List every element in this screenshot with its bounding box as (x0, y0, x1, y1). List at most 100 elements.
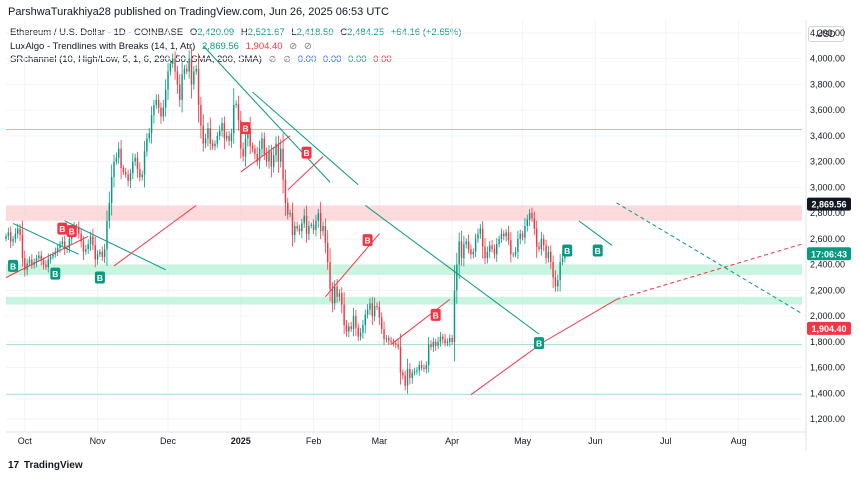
candle-body (242, 148, 244, 157)
candle-body (364, 314, 366, 326)
candle-body (559, 262, 561, 281)
candle-body (284, 179, 287, 203)
candle-body (47, 259, 49, 268)
break-label-text: B (303, 148, 309, 158)
trendline-up-projection (543, 298, 617, 343)
y-tick-label: 3,200.00 (810, 157, 845, 167)
trendline-up (470, 341, 545, 396)
x-tick-label: Mar (372, 436, 388, 446)
break-label-text: B (595, 246, 601, 256)
y-tick-label: 3,000.00 (810, 182, 845, 192)
candle-body (481, 228, 484, 247)
y-tick-label: 2,800.00 (810, 208, 845, 218)
candle-body (545, 245, 547, 259)
candle-body (153, 104, 155, 116)
candle-body (540, 238, 543, 250)
candle-body (348, 326, 350, 332)
break-label-text: B (365, 236, 371, 246)
candle-body (190, 58, 193, 85)
x-tick-label: Apr (445, 436, 459, 446)
candle-body (397, 344, 399, 348)
candle-body (312, 224, 315, 230)
currency-selector[interactable]: USD (808, 26, 844, 42)
candle-body (225, 135, 228, 139)
candle-body (317, 213, 320, 221)
trendline-up (5, 235, 89, 278)
candle-body (125, 171, 127, 175)
candle-body (477, 233, 479, 239)
candle-body (324, 226, 327, 243)
indicator-name-srchannel[interactable]: SRchannel (10, High/Low, 5, 1, 6, 290, 5… (10, 54, 262, 65)
candle-body (96, 254, 99, 260)
candle-body (496, 244, 498, 255)
y-tick-label: 3,400.00 (810, 131, 845, 141)
candle-body (345, 325, 348, 332)
candle-body (209, 128, 212, 144)
visibility-icon[interactable]: ⊘ (268, 54, 277, 65)
candle-body (343, 304, 345, 326)
price-label-text: 1,904.40 (811, 324, 846, 334)
candle-body (117, 148, 120, 158)
candle-body (491, 245, 493, 250)
candle-body (202, 125, 204, 144)
candle-body (160, 107, 162, 117)
candle-body (211, 143, 214, 147)
trendline-down (12, 222, 80, 255)
candle-body (132, 161, 134, 174)
candle-body (218, 130, 221, 136)
break-label-box (562, 244, 573, 257)
candle-body (89, 236, 92, 245)
candle-body (99, 251, 101, 255)
break-label-text: B (242, 124, 248, 134)
axis-layer: 1,200.00 1,400.00 1,600.00 1,800.00 2,000.00… (6, 20, 845, 450)
candle-body (61, 241, 64, 245)
candle-body (296, 226, 298, 229)
price-label-box (807, 247, 851, 261)
candle-body (305, 215, 308, 234)
candle-body (484, 246, 486, 259)
candle-body (171, 58, 174, 64)
tradingview-footer[interactable]: 17 TradingView (8, 460, 83, 471)
candle-body (279, 148, 282, 162)
candle-body (373, 305, 376, 317)
settings-icon[interactable]: ⊘ (283, 54, 292, 65)
candle-body (230, 133, 233, 142)
candle-body (17, 228, 19, 234)
levels-layer (6, 128, 802, 396)
candle-body (557, 280, 559, 287)
candle-body (561, 258, 564, 263)
trendlines-layer (5, 45, 803, 396)
break-label-box (430, 308, 441, 321)
candle-body (49, 256, 52, 260)
y-tick-label: 4,200.00 (810, 28, 845, 38)
candle-body (315, 220, 317, 230)
candle-body (488, 245, 491, 252)
break-label-box (50, 267, 61, 280)
candle-body (268, 151, 270, 162)
candle-body (155, 99, 158, 105)
candle-body (359, 332, 362, 337)
candle-body (136, 157, 139, 170)
candle-body (458, 241, 460, 265)
trendline-down (578, 220, 613, 246)
candle-body (336, 286, 338, 297)
settings-icon[interactable]: ⊘ (303, 41, 312, 52)
candle-body (388, 338, 390, 341)
indicator-name-trendlines[interactable]: LuxAlgo - Trendlines with Breaks (14, 1,… (10, 41, 196, 52)
candle-body (362, 325, 364, 333)
candle-body (519, 233, 521, 239)
candle-body (179, 84, 181, 100)
candle-body (183, 68, 186, 75)
candle-body (341, 292, 343, 305)
visibility-icon[interactable]: ⊘ (289, 41, 298, 52)
break-label-text: B (69, 227, 75, 237)
candle-body (251, 146, 254, 149)
candle-body (331, 289, 334, 304)
candle-body (146, 138, 148, 152)
candle-body (442, 336, 444, 340)
candle-body (385, 338, 388, 340)
candle-body (514, 251, 517, 255)
y-tick-label: 2,200.00 (810, 285, 845, 295)
candle-body (500, 233, 503, 239)
